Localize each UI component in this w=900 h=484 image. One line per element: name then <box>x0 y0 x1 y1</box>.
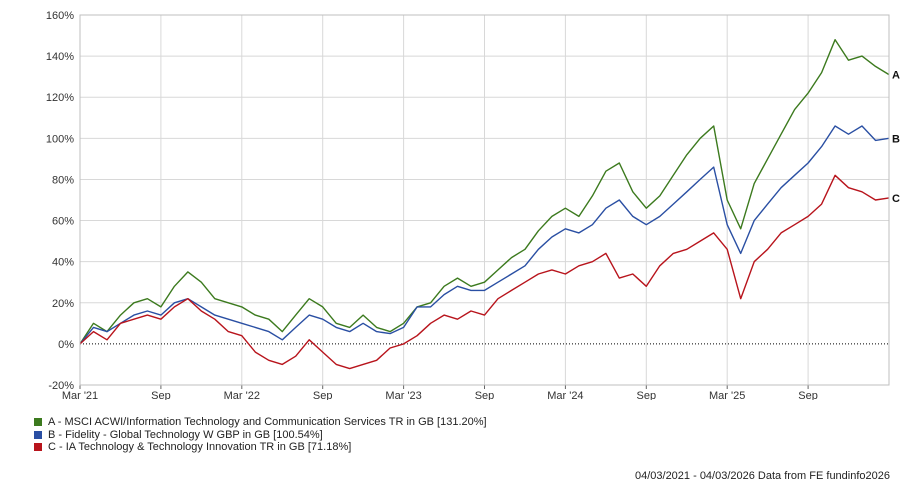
legend-item-b: B - Fidelity - Global Technology W GBP i… <box>34 429 487 442</box>
tick-label-layer: 160%140%120%100%80%60%40%20%0%-20%Mar '2… <box>46 10 900 400</box>
x-tick-label: Mar '25 <box>709 390 745 400</box>
y-tick-label: 160% <box>46 10 74 22</box>
series-line-a <box>79 39 890 345</box>
legend-item-a: A - MSCI ACWI/Information Technology and… <box>34 416 487 429</box>
legend-swatch-b <box>34 430 42 439</box>
legend-item-c: C - IA Technology & Technology Innovatio… <box>34 441 487 454</box>
legend-swatch-a <box>34 418 42 427</box>
series-layer <box>79 39 890 370</box>
legend-label-c: C - IA Technology & Technology Innovatio… <box>48 441 352 453</box>
series-end-label-b: B <box>892 133 900 145</box>
legend-label-a: A - MSCI ACWI/Information Technology and… <box>48 416 487 428</box>
y-tick-label: 80% <box>52 174 74 186</box>
legend-swatch-c <box>34 443 42 452</box>
grid-layer <box>79 14 889 386</box>
legend: A - MSCI ACWI/Information Technology and… <box>34 416 487 454</box>
x-tick-label: Mar '22 <box>224 390 260 400</box>
x-tick-label: Sep <box>151 390 171 400</box>
y-tick-label: 0% <box>58 339 74 351</box>
plot-frame <box>79 14 890 386</box>
y-tick-label: 40% <box>52 257 74 269</box>
series-end-label-a: A <box>892 70 900 82</box>
y-tick-label: 20% <box>52 298 74 310</box>
x-tick-label: Mar '24 <box>547 390 583 400</box>
y-tick-label: 60% <box>52 216 74 228</box>
performance-line-chart: 160%140%120%100%80%60%40%20%0%-20%Mar '2… <box>46 10 900 400</box>
x-tick-label: Mar '21 <box>62 390 98 400</box>
series-end-label-c: C <box>892 193 900 205</box>
axis-layer <box>79 14 890 389</box>
x-tick-label: Sep <box>313 390 333 400</box>
series-line-c <box>79 174 890 370</box>
x-tick-label: Sep <box>637 390 657 400</box>
series-line-b <box>79 125 890 345</box>
y-tick-label: 120% <box>46 92 74 104</box>
legend-label-b: B - Fidelity - Global Technology W GBP i… <box>48 428 323 441</box>
date-range-source: 04/03/2021 - 04/03/2026 Data from FE fun… <box>634 470 890 482</box>
x-tick-label: Sep <box>798 390 818 400</box>
x-tick-label: Sep <box>475 390 495 400</box>
y-tick-label: 140% <box>46 51 74 63</box>
y-tick-label: -20% <box>48 380 74 392</box>
y-tick-label: 100% <box>46 133 74 145</box>
x-tick-label: Mar '23 <box>385 390 421 400</box>
